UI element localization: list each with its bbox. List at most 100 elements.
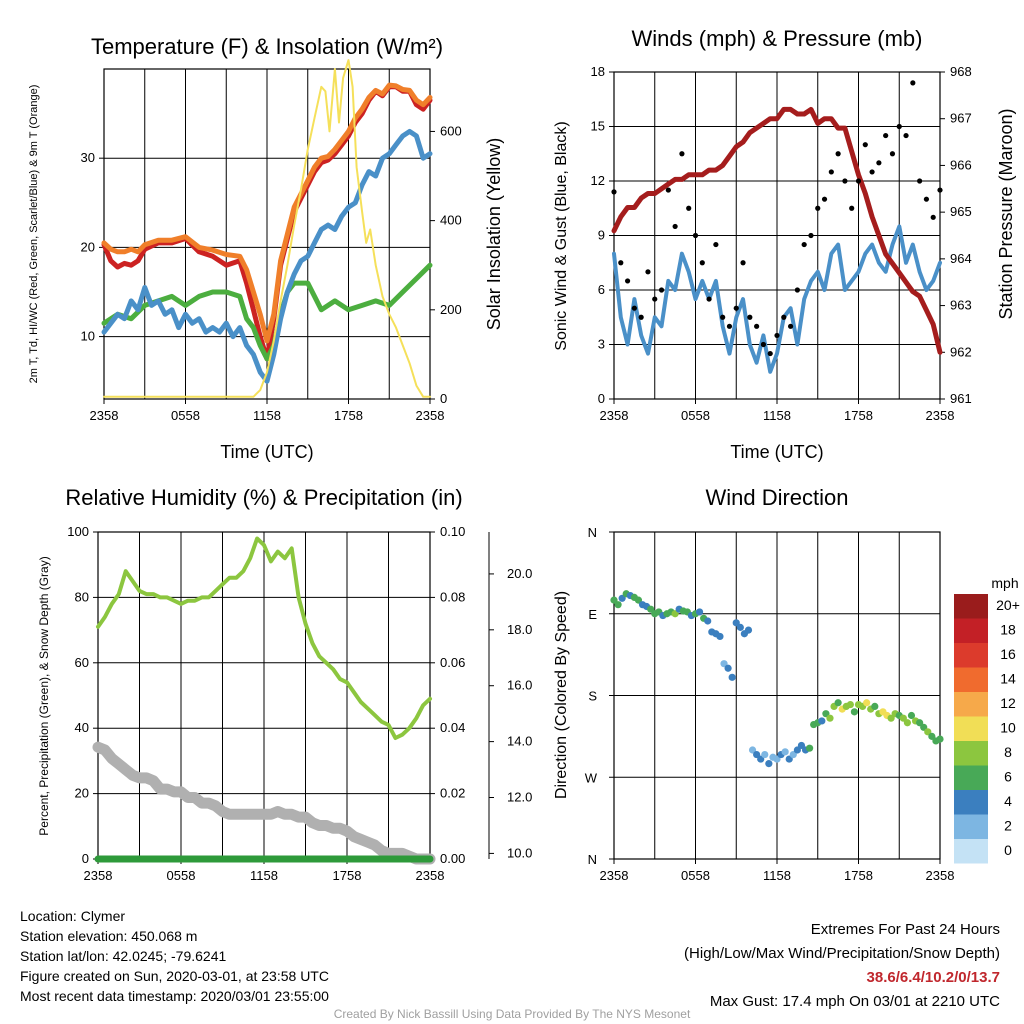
gust-point: [842, 178, 848, 184]
wind-ytick-label: 3: [598, 337, 605, 352]
rh-right2-tick-label: 18.0: [507, 622, 532, 637]
temp-series-blue: [101, 128, 433, 384]
direction-point: [826, 714, 834, 722]
temp-yright-tick-label: 600: [440, 123, 462, 138]
gust-point: [760, 341, 767, 348]
temp-ylabel-right: Solar Insolation (Yellow): [484, 138, 504, 330]
rh-right2-tick-label: 10.0: [507, 845, 532, 860]
colorbar-label: 20+: [996, 597, 1020, 613]
temp-ytick-label: 10: [81, 329, 95, 344]
wind-yright-tick-label: 966: [950, 157, 972, 172]
gust-point: [896, 123, 902, 130]
temp-xtick-label: 2358: [416, 408, 445, 423]
wind-xlabel: Time (UTC): [730, 442, 823, 462]
gust-point: [828, 169, 834, 175]
temp-series-orange: [101, 82, 433, 344]
rh-ytick-label: 60: [75, 655, 89, 670]
rh-title: Relative Humidity (%) & Precipitation (i…: [65, 485, 462, 510]
gust-point: [767, 350, 773, 357]
wind-yright-tick-label: 961: [950, 391, 972, 406]
station-location: Location: Clymer: [20, 908, 126, 924]
gust-point: [923, 196, 930, 202]
colorbar-swatch: [954, 790, 988, 815]
colorbar-title: mph: [991, 575, 1018, 591]
colorbar-label: 12: [1000, 695, 1016, 711]
rh-yright-tick-label: 0.08: [440, 589, 465, 604]
wind-yright-tick-label: 963: [950, 298, 972, 313]
wind-ylabel-left: Sonic Wind & Gust (Blue, Black): [553, 121, 570, 350]
rh-xtick-label: 2358: [416, 868, 445, 883]
gust-point: [855, 178, 862, 184]
gust-point: [726, 323, 733, 329]
gust-point: [801, 241, 807, 248]
station-info: Location: Clymer Station elevation: 450.…: [20, 906, 329, 1006]
max-gust: Max Gust: 17.4 mph On 03/01 at 2210 UTC: [709, 993, 1000, 1010]
direction-point: [761, 750, 769, 759]
dir-ytick-label: N: [588, 852, 597, 867]
wind-ytick-label: 18: [591, 64, 605, 79]
temp-title: Temperature (F) & Insolation (W/m²): [91, 34, 443, 59]
gust-point: [808, 232, 814, 239]
wind-yright-tick-label: 962: [950, 344, 972, 359]
rh-xtick-label: 1758: [333, 868, 362, 883]
colorbar-label: 16: [1000, 646, 1016, 662]
gust-point: [672, 223, 678, 230]
rh-ytick-label: 40: [75, 720, 89, 735]
rh-yright-tick-label: 0.10: [440, 524, 465, 539]
rh-right2-tick-label: 16.0: [507, 678, 532, 693]
direction-point: [765, 760, 773, 768]
direction-point: [736, 623, 744, 631]
wind-yright-tick-label: 965: [950, 204, 972, 219]
gust-point: [618, 260, 624, 266]
wind-xtick-label: 2358: [926, 408, 955, 423]
dir-title: Wind Direction: [705, 485, 848, 510]
wind-ytick-label: 15: [591, 119, 605, 134]
temp-xtick-label: 2358: [90, 408, 119, 423]
direction-point: [704, 617, 712, 625]
wind-xtick-label: 2358: [600, 408, 629, 423]
colorbar-label: 18: [1000, 622, 1016, 638]
direction-point: [903, 719, 912, 727]
rh-ytick-label: 20: [75, 786, 89, 801]
colorbar-label: 10: [1000, 720, 1016, 736]
dir-ytick-label: E: [588, 607, 597, 622]
dir-ytick-label: W: [585, 770, 598, 785]
wind-series-maroon: [611, 106, 943, 355]
temp-yright-tick-label: 400: [440, 213, 462, 228]
direction-point: [744, 626, 753, 634]
gust-point: [815, 205, 821, 211]
gust-point: [774, 332, 780, 339]
credit-line: Created By Nick Bassill Using Data Provi…: [333, 1007, 691, 1021]
station-elevation: Station elevation: 450.068 m: [20, 928, 198, 944]
extremes-values: 38.6/6.4/10.2/0/13.7: [866, 969, 1000, 986]
colorbar-label: 0: [1004, 842, 1012, 858]
gust-point: [869, 169, 875, 175]
direction-point: [907, 711, 916, 720]
dir-ytick-label: S: [588, 689, 597, 704]
wind-ylabel-right: Station Pressure (Maroon): [996, 108, 1016, 319]
extremes-subtitle: (High/Low/Max Wind/Precipitation/Snow De…: [684, 945, 1000, 962]
gust-point: [658, 287, 665, 293]
gust-point: [733, 305, 739, 311]
gust-point: [665, 187, 671, 193]
rh-ylabel-left: Percent, Precipitation (Green), & Snow D…: [37, 556, 51, 835]
rh-ytick-label: 100: [67, 524, 89, 539]
colorbar-label: 8: [1004, 744, 1012, 760]
direction-point: [850, 708, 859, 716]
colorbar-swatch: [954, 618, 988, 643]
wind-yright-tick-label: 964: [950, 251, 972, 266]
gust-point: [917, 178, 923, 184]
colorbar-label: 14: [1000, 671, 1016, 687]
wind-xtick-label: 1158: [763, 408, 791, 423]
gust-point: [692, 232, 699, 239]
extremes-title: Extremes For Past 24 Hours: [810, 921, 1000, 938]
colorbar-swatch: [954, 765, 988, 790]
direction-point: [728, 673, 736, 681]
colorbar-swatch: [954, 839, 988, 864]
station-latlon: Station lat/lon: 42.0245; -79.6241: [20, 948, 227, 964]
extremes-box: Extremes For Past 24 Hours (High/Low/Max…: [684, 918, 1000, 1014]
gust-point: [686, 205, 692, 211]
colorbar-swatch: [954, 814, 988, 839]
gust-point: [645, 269, 651, 275]
